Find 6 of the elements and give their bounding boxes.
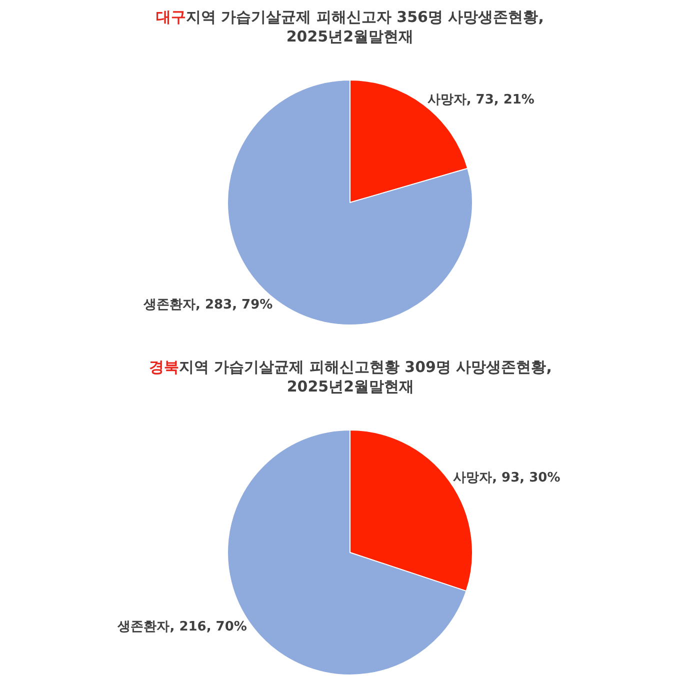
slice-label: 생존환자, 216, 70% [116,619,247,634]
chart-title: 경북지역 가습기살균제 피해신고현황 309명 사망생존현황, 2025년2월말현재 [149,358,552,396]
slice-label: 사망자, 73, 21% [427,92,534,108]
chart-title: 대구지역 가습기살균제 피해신고자 356명 사망생존현황, 2025년2월말현재 [156,8,544,46]
slice-label: 생존환자, 283, 79% [142,298,273,313]
slice-label: 사망자, 93, 30% [453,470,560,486]
